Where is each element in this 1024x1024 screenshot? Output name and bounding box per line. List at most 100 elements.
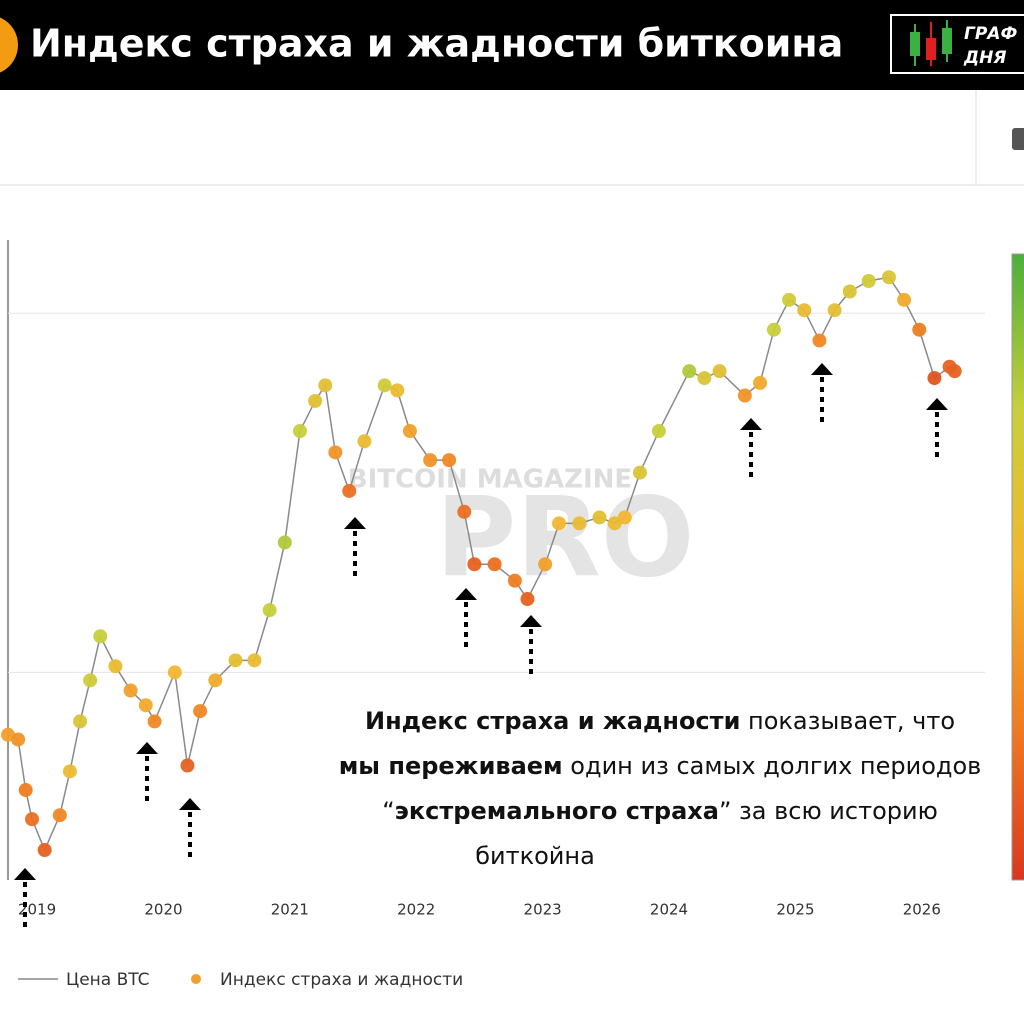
sentiment-dot [552, 516, 567, 531]
annotation-line: Индекс страха и жадности показывает, что [365, 707, 955, 735]
x-tick-label: 2021 [271, 901, 309, 919]
sentiment-dot [842, 284, 857, 299]
sentiment-dot [180, 758, 195, 773]
annotation-text: мы переживаем [339, 752, 563, 780]
sentiment-dot [147, 714, 162, 729]
header-title: Индекс страха и жадности биткоина [30, 22, 843, 66]
annotation-text: Индекс страха и жадности [365, 707, 740, 735]
sentiment-dot [861, 274, 876, 289]
sentiment-dot [827, 303, 842, 318]
x-tick-label: 2023 [524, 901, 562, 919]
sentiment-dot [37, 843, 52, 858]
sentiment-dot [592, 510, 607, 525]
sentiment-dot [25, 812, 40, 827]
sentiment-dot [247, 653, 262, 668]
sentiment-dot [897, 292, 912, 307]
sentiment-dot [390, 383, 405, 398]
sentiment-dot [651, 424, 666, 439]
watermark: BITCOIN MAGAZINE [348, 465, 632, 495]
sentiment-dot [766, 322, 781, 337]
legend-dot [191, 974, 201, 984]
sentiment-dot [123, 683, 138, 698]
annotation-line: биткойна [475, 842, 595, 870]
toolbar-icon[interactable] [1012, 128, 1024, 150]
sentiment-dot [682, 364, 697, 379]
sentiment-dot [607, 516, 622, 531]
annotation-text: биткойна [475, 842, 595, 870]
annotation-text: один из самых долгих периодов [563, 752, 982, 780]
arrows [14, 363, 948, 930]
sentiment-dot [697, 371, 712, 386]
sentiment-dot [467, 557, 482, 572]
header-bar [0, 0, 1024, 90]
sentiment-dot [328, 445, 343, 460]
logo-text: ДНЯ [963, 48, 1006, 68]
sentiment-dot [73, 714, 88, 729]
logo-text: ГРАФ [964, 24, 1017, 44]
sentiment-dot [538, 557, 553, 572]
legend-label: Индекс страха и жадности [220, 970, 463, 990]
sentiment-dot [308, 393, 323, 408]
x-tick-label: 2019 [18, 901, 56, 919]
sentiment-dot [93, 629, 108, 644]
sentiment-dot [753, 375, 768, 390]
watermark: PRO [436, 473, 695, 601]
sentiment-dot [520, 592, 535, 607]
sentiment-dot [292, 424, 307, 439]
sentiment-dot [208, 673, 223, 688]
sentiment-dot [402, 424, 417, 439]
sentiment-dot [947, 364, 962, 379]
logo-frame [890, 14, 1024, 74]
x-tick-label: 2025 [776, 901, 814, 919]
sentiment-dot [572, 516, 587, 531]
sentiment-dot [83, 673, 98, 688]
sentiment-dot [377, 378, 392, 393]
sentiment-dot [632, 465, 647, 480]
x-tick-label: 2024 [650, 901, 688, 919]
sentiment-dot [277, 535, 292, 550]
annotation-line: “экстремального страха” за всю историю [382, 797, 938, 825]
annotation-text: ” за всю историю [719, 797, 938, 825]
sentiment-dot [108, 659, 123, 674]
sentiment-dot [11, 732, 26, 747]
x-tick-label: 2026 [903, 901, 941, 919]
sentiment-dot [881, 270, 896, 285]
x-tick-label: 2020 [144, 901, 182, 919]
sentiment-dot [62, 764, 77, 779]
sentiment-dot [507, 573, 522, 588]
sentiment-dot [342, 483, 357, 498]
sentiment-dot [193, 704, 208, 719]
annotation-line: мы переживаем один из самых долгих перио… [339, 752, 982, 780]
sentiment-dot [167, 665, 182, 680]
sentiment-dot [357, 434, 372, 449]
annotation-text: “ [382, 797, 394, 825]
logo-candles [910, 20, 952, 66]
sentiment-dot [228, 653, 243, 668]
sentiment-dot [737, 388, 752, 403]
sentiment-dot [812, 333, 827, 348]
x-tick-label: 2022 [397, 901, 435, 919]
annotation-text: экстремального страха [395, 797, 719, 825]
sentiment-dot [423, 453, 438, 468]
annotation-text: показывает, что [740, 707, 955, 735]
price-line [7, 276, 956, 852]
colorbar [1011, 253, 1024, 881]
sentiment-dot [457, 504, 472, 519]
sentiment-dot [318, 378, 333, 393]
sentiment-dot [927, 371, 942, 386]
legend-label: Цена BTC [66, 970, 150, 990]
sentiment-dot [138, 698, 153, 713]
toolbar [0, 90, 1024, 185]
sentiment-dot [912, 322, 927, 337]
sentiment-dot [18, 783, 33, 798]
sentiment-dot [262, 603, 277, 618]
sentiment-dot [487, 557, 502, 572]
sentiment-dot [617, 510, 632, 525]
sentiment-dot [712, 364, 727, 379]
sentiment-dot [797, 303, 812, 318]
sentiment-dot [52, 808, 67, 823]
header-icon [0, 17, 18, 73]
sentiment-dot [442, 453, 457, 468]
sentiment-dot [782, 292, 797, 307]
